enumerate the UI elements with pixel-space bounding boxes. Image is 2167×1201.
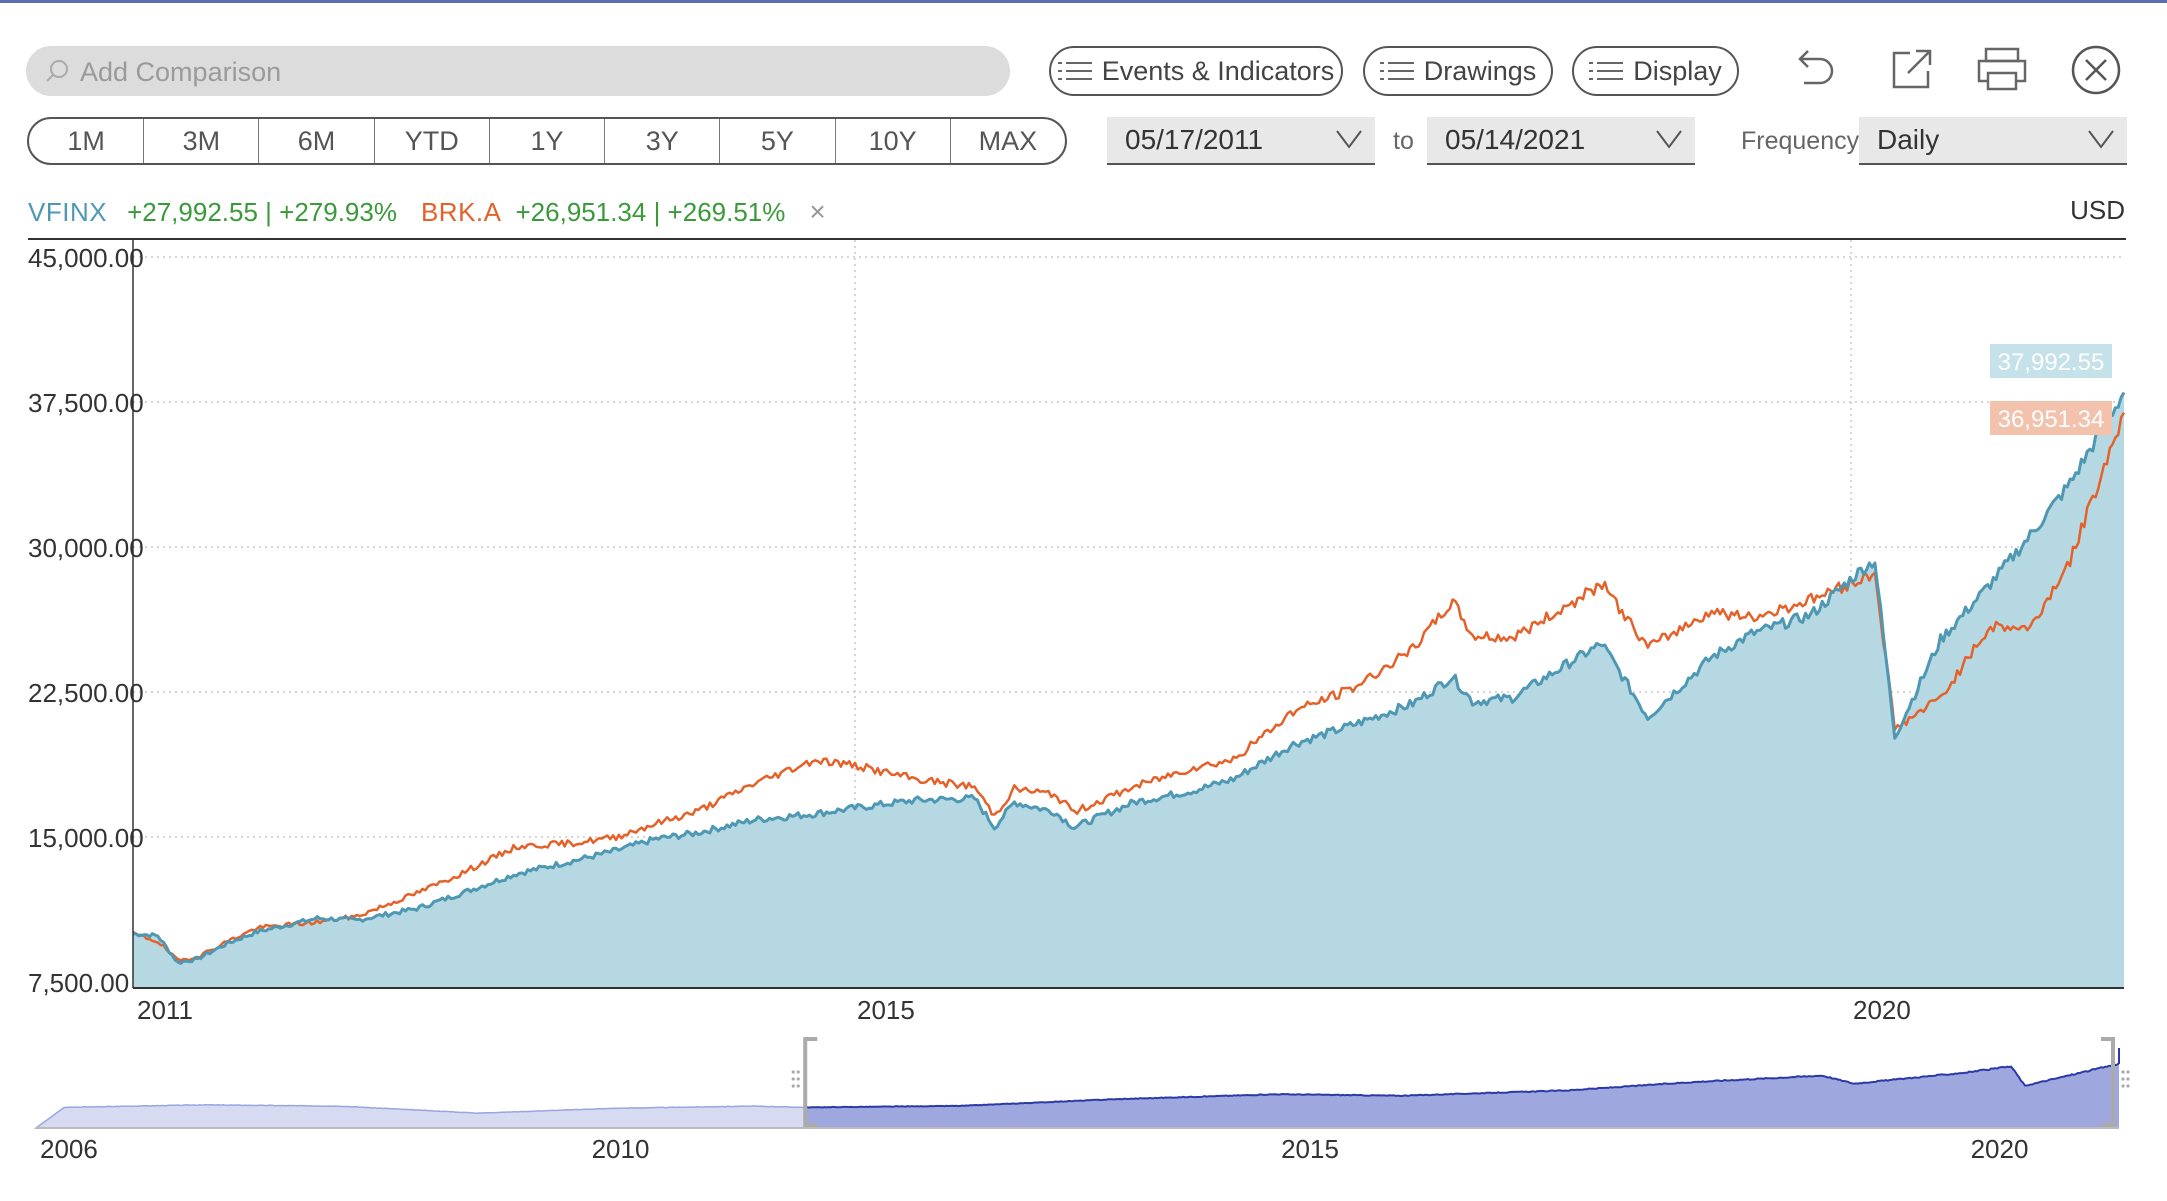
frequency-value: Daily [1877, 124, 1940, 155]
frequency-select[interactable]: Daily [1859, 117, 2127, 165]
range-3m-button[interactable]: 3M [144, 119, 260, 163]
axes: 7,500.00 15,000.00 22,500.00 30,000.00 37,50… [28, 240, 2124, 1025]
vfinx-last-value: 37,992.55 [1998, 349, 2105, 376]
y-tick-label: 45,000.00 [28, 243, 144, 273]
navigator-x-tick-label: 2020 [1971, 1134, 2029, 1164]
drawings-button[interactable]: Drawings [1363, 46, 1553, 96]
y-tick-label: 30,000.00 [28, 533, 144, 563]
y-tick-label: 22,500.00 [28, 678, 144, 708]
range-6m-button[interactable]: 6M [259, 119, 375, 163]
x-tick-label: 2015 [857, 995, 915, 1025]
list-icon [1057, 62, 1092, 80]
list-icon [1379, 62, 1414, 80]
y-tick-label: 37,500.00 [28, 388, 144, 418]
brk-last-value-badge [1990, 401, 2112, 435]
legend-vfinx-change: +27,992.55 | +279.93% [127, 196, 397, 227]
navigator-left-handle[interactable] [791, 1070, 800, 1088]
currency-label: USD [2070, 195, 2125, 225]
close-icon[interactable] [2070, 44, 2122, 96]
undo-icon[interactable] [1790, 45, 1838, 93]
grip-dot [2126, 1077, 2130, 1081]
print-icon[interactable] [1976, 45, 2028, 93]
navigator-x-tick-label: 2010 [592, 1134, 650, 1164]
series-layer [132, 391, 2126, 988]
to-label: to [1393, 127, 1414, 155]
range-3y-button[interactable]: 3Y [605, 119, 721, 163]
navigator: 2006 2010 2015 2020 [33, 1037, 2130, 1164]
vfinx-area [133, 392, 2124, 988]
drawings-label: Drawings [1423, 55, 1537, 86]
x-tick-label: 2020 [1853, 995, 1911, 1025]
legend-brk-change: +26,951.34 | +269.51% [515, 196, 786, 227]
navigator-selected-area [805, 1048, 2120, 1128]
chevron-down-icon [1656, 130, 1682, 149]
share-icon[interactable] [1888, 45, 1936, 93]
display-label: Display [1633, 55, 1722, 86]
series-legend: VFINX +27,992.55 | +279.93% BRK.A +26,95… [28, 195, 826, 229]
chevron-down-icon [1336, 130, 1362, 149]
grip-dot [791, 1077, 795, 1081]
navigator-line [805, 1048, 2120, 1109]
grip-dot [2121, 1070, 2125, 1074]
legend-brk-ticker[interactable]: BRK.A [420, 196, 502, 227]
grip-dot [2126, 1070, 2130, 1074]
frequency-label: Frequency [1741, 127, 1860, 155]
grip-dot [791, 1084, 795, 1088]
range-1m-button[interactable]: 1M [29, 119, 145, 163]
brk-last-value: 36,951.34 [1998, 406, 2105, 433]
end-date-select[interactable]: 05/14/2021 [1427, 117, 1695, 165]
start-date-value: 05/17/2011 [1125, 124, 1264, 155]
price-chart: 7,500.00 15,000.00 22,500.00 30,000.00 37,50… [28, 240, 2130, 1164]
range-5y-button[interactable]: 5Y [720, 119, 836, 163]
vfinx-line [132, 391, 2126, 965]
events-indicators-label: Events & Indicators [1101, 55, 1335, 86]
search-input[interactable] [78, 52, 982, 92]
end-date-value: 05/14/2021 [1445, 124, 1586, 155]
grip-dot [796, 1084, 800, 1088]
grip-dot [796, 1077, 800, 1081]
range-ytd-button[interactable]: YTD [375, 119, 490, 163]
range-selector: 1M 3M 6M YTD 1Y 3Y 5Y 10Y MAX [27, 117, 1067, 165]
search-icon [46, 60, 68, 82]
start-date-select[interactable]: 05/17/2011 [1107, 117, 1375, 165]
navigator-right-bracket [2101, 1037, 2115, 1127]
list-icon [1589, 62, 1624, 80]
grip-dot [2121, 1077, 2125, 1081]
legend-vfinx-ticker[interactable]: VFINX [28, 196, 108, 227]
events-indicators-button[interactable]: Events & Indicators [1049, 46, 1343, 96]
y-tick-label: 15,000.00 [28, 823, 144, 853]
brk-line [132, 411, 2126, 962]
navigator-x-tick-label: 2015 [1281, 1134, 1339, 1164]
grip-dot [791, 1070, 795, 1074]
grip-dot [2126, 1084, 2130, 1088]
vfinx-last-value-badge [1990, 344, 2112, 378]
x-tick-label: 2011 [137, 995, 193, 1025]
range-10y-button[interactable]: 10Y [836, 119, 951, 163]
grip-dot [2121, 1084, 2125, 1088]
chevron-down-icon [2088, 130, 2114, 149]
navigator-left-bracket [803, 1037, 818, 1127]
range-max-button[interactable]: MAX [978, 125, 1038, 156]
remove-comparison-icon[interactable]: × [809, 196, 826, 227]
display-button[interactable]: Display [1572, 46, 1739, 96]
grip-dot [796, 1070, 800, 1074]
y-tick-label: 7,500.00 [28, 968, 129, 998]
chart-top-border [28, 238, 2126, 240]
range-1y-button[interactable]: 1Y [490, 119, 606, 163]
navigator-right-handle[interactable] [2121, 1070, 2130, 1088]
add-comparison-field[interactable] [26, 46, 1010, 96]
navigator-unselected-area [33, 1103, 806, 1129]
navigator-x-tick-label: 2006 [40, 1134, 98, 1164]
